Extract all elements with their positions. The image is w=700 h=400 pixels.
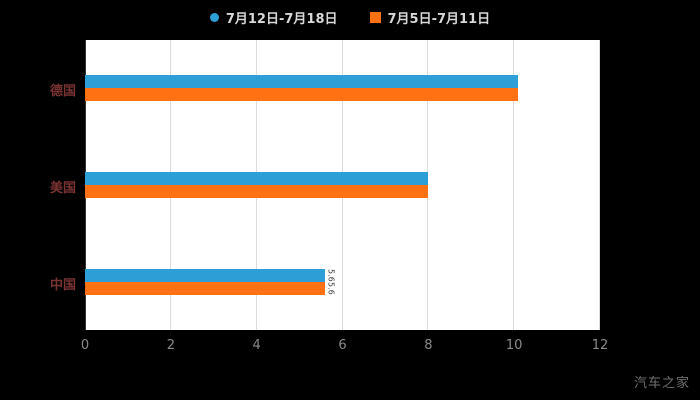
x-tick-label: 8	[424, 338, 433, 353]
legend-label: 7月12日-7月18日	[225, 11, 338, 27]
bar-series1-cat2	[85, 281, 326, 295]
legend-label: 7月5日-7月11日	[387, 11, 491, 27]
category-label: 中国	[49, 277, 76, 293]
x-tick-label: 0	[80, 338, 90, 353]
x-tick-label: 4	[252, 338, 261, 353]
bar-series0-cat1	[85, 172, 429, 185]
category-label: 德国	[49, 84, 76, 100]
legend-item-0[interactable]: 7月12日-7月18日	[209, 8, 338, 27]
legend: 7月12日-7月18日 7月5日-7月11日	[0, 6, 700, 28]
legend-item-1[interactable]: 7月5日-7月11日	[369, 8, 491, 27]
bar-series1-cat0	[85, 88, 519, 102]
x-tick-label: 2	[166, 338, 175, 353]
circle-marker-icon	[209, 12, 219, 22]
bar-series1-cat1	[85, 185, 429, 198]
x-tick-label: 12	[591, 338, 609, 353]
gridline	[513, 40, 515, 330]
bar-series0-cat2	[85, 268, 326, 282]
value-label: 5.6	[326, 268, 336, 282]
plot-area: 5.6 5.6	[85, 40, 600, 330]
value-label: 5.6	[326, 281, 336, 295]
bar-series0-cat0	[85, 75, 519, 89]
category-label: 美国	[49, 181, 76, 196]
square-marker-icon	[369, 11, 381, 23]
gridline	[599, 40, 600, 330]
x-tick-label: 10	[505, 338, 523, 353]
x-tick-label: 6	[338, 338, 347, 353]
watermark: 汽车之家	[633, 376, 690, 391]
